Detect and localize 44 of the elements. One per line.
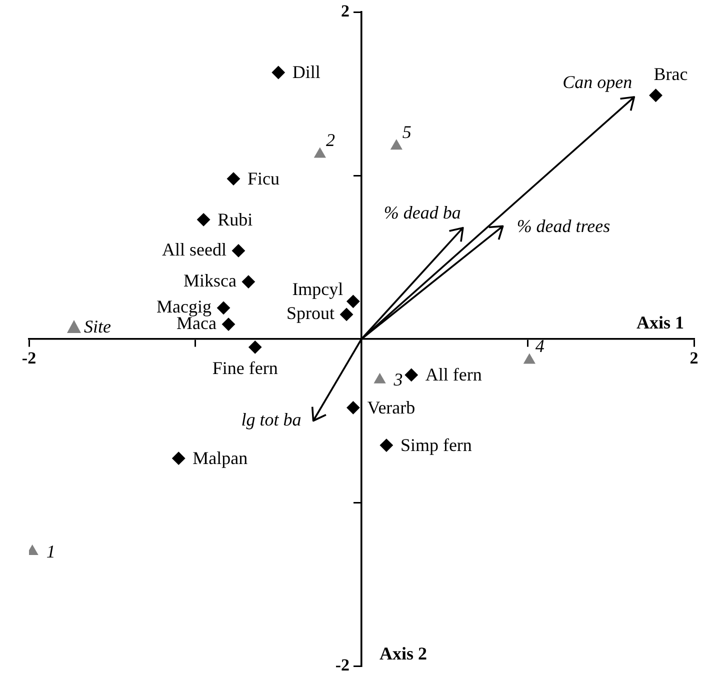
point bbox=[374, 373, 386, 384]
point bbox=[226, 172, 240, 186]
annotation: Dill bbox=[292, 62, 320, 82]
point bbox=[390, 140, 402, 150]
annotation: Sprout bbox=[286, 303, 335, 324]
annotation: 3 bbox=[392, 370, 403, 390]
annotation: All seedl bbox=[162, 239, 226, 260]
annotation: Can open bbox=[562, 72, 632, 92]
point bbox=[346, 294, 360, 308]
annotation: Malpan bbox=[192, 448, 248, 468]
annotation: Simp fern bbox=[400, 435, 472, 456]
annotation: 5 bbox=[402, 122, 412, 142]
point bbox=[314, 148, 326, 158]
point bbox=[248, 340, 262, 354]
point bbox=[380, 438, 393, 452]
point bbox=[272, 66, 285, 79]
point bbox=[242, 275, 255, 288]
annotation: Miksca bbox=[183, 270, 236, 291]
point bbox=[222, 318, 235, 331]
x-axis-title: Axis 1 bbox=[636, 312, 684, 333]
annotation: 2 bbox=[326, 130, 335, 150]
point bbox=[232, 244, 245, 258]
point bbox=[197, 213, 210, 226]
legend-label: Site bbox=[84, 316, 111, 337]
annotation: Impcyl bbox=[292, 279, 344, 300]
point bbox=[217, 301, 230, 314]
annotation: % dead ba bbox=[384, 202, 461, 223]
point bbox=[524, 354, 536, 364]
annotation: All fern bbox=[425, 364, 482, 385]
annotation: 4 bbox=[535, 336, 544, 356]
y-axis-title: Axis 2 bbox=[380, 644, 428, 664]
annotation: % dead trees bbox=[516, 216, 610, 236]
point bbox=[346, 401, 360, 414]
annotation: lg tot ba bbox=[241, 409, 302, 430]
annotation: Fine fern bbox=[212, 358, 278, 378]
annotation: Ficu bbox=[247, 168, 280, 189]
annotation: Brac bbox=[654, 64, 688, 84]
annotation: Verarb bbox=[367, 397, 416, 418]
point bbox=[404, 368, 418, 382]
point bbox=[172, 452, 186, 465]
annotation: 1 bbox=[46, 541, 56, 562]
point bbox=[340, 308, 354, 321]
annotation: Rubi bbox=[218, 209, 253, 230]
point bbox=[649, 88, 662, 102]
